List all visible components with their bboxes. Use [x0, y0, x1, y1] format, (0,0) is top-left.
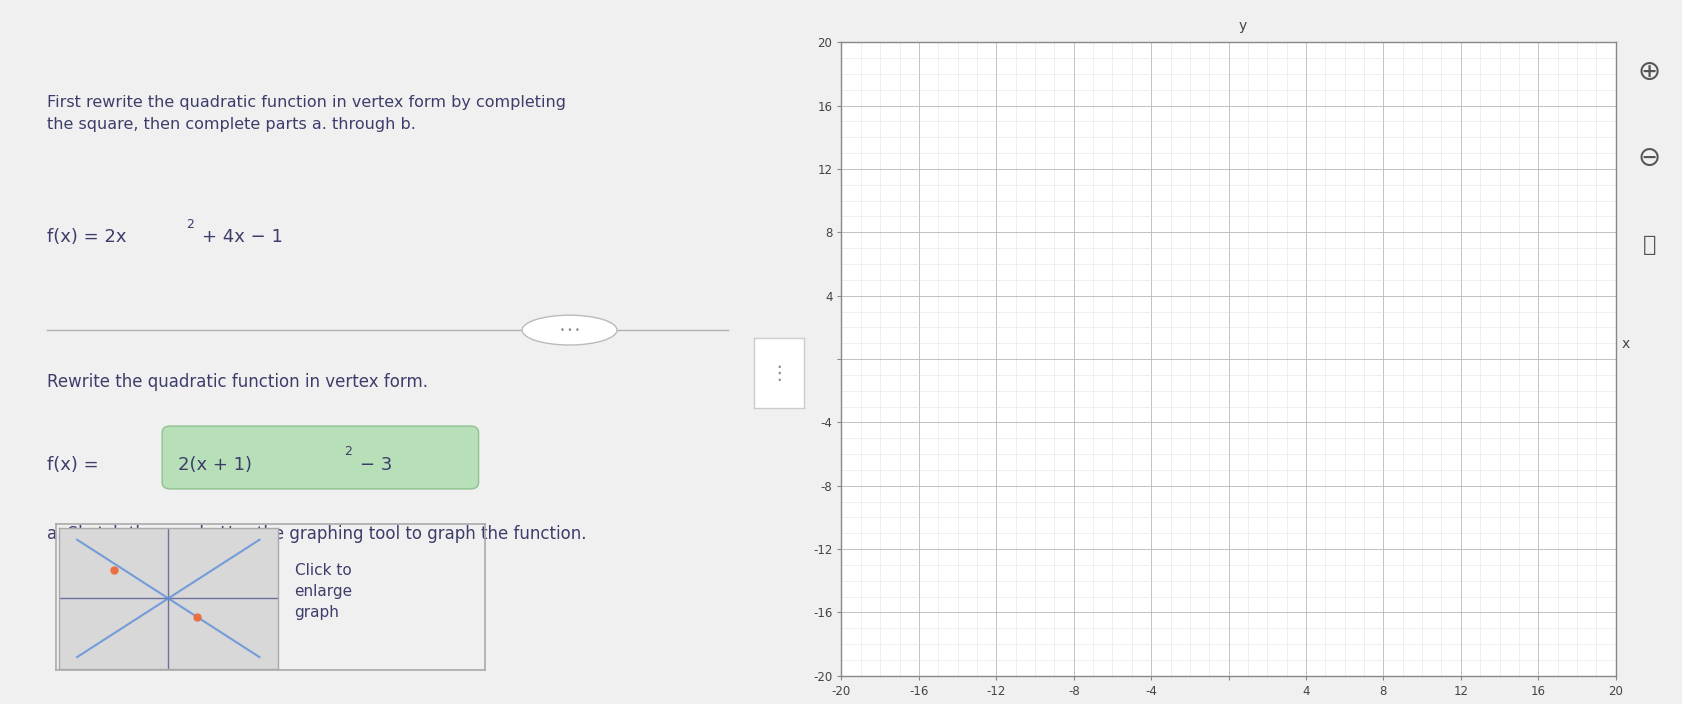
Text: − 3: − 3	[360, 456, 392, 474]
Text: y: y	[1238, 20, 1246, 33]
Text: Rewrite the quadratic function in vertex form.: Rewrite the quadratic function in vertex…	[47, 373, 429, 391]
Text: f(x) =: f(x) =	[47, 456, 104, 474]
Text: + 4x − 1: + 4x − 1	[202, 227, 283, 246]
Text: ⋮: ⋮	[769, 364, 789, 382]
Text: ⊖: ⊖	[1637, 144, 1660, 172]
Text: ⧉: ⧉	[1642, 234, 1655, 255]
Text: a. Sketch the graph. Use the graphing tool to graph the function.: a. Sketch the graph. Use the graphing to…	[47, 525, 587, 543]
Text: 2: 2	[185, 218, 193, 231]
Text: ⊕: ⊕	[1637, 58, 1660, 86]
Text: f(x) = 2x: f(x) = 2x	[47, 227, 126, 246]
Ellipse shape	[521, 315, 617, 345]
FancyBboxPatch shape	[161, 426, 478, 489]
Text: x: x	[1620, 337, 1628, 351]
Text: • • •: • • •	[558, 326, 579, 334]
Text: Click to
enlarge
graph: Click to enlarge graph	[294, 563, 353, 620]
Text: First rewrite the quadratic function in vertex form by completing
the square, th: First rewrite the quadratic function in …	[47, 95, 567, 132]
Text: 2: 2	[343, 445, 352, 458]
Text: 2(x + 1): 2(x + 1)	[178, 456, 252, 474]
